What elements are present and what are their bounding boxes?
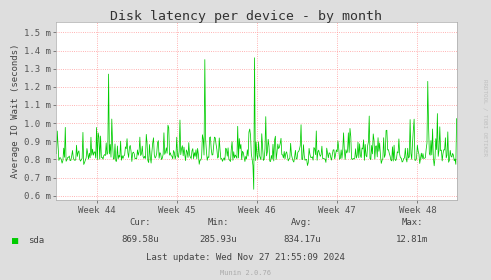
Text: Munin 2.0.76: Munin 2.0.76: [220, 270, 271, 276]
Text: Cur:: Cur:: [129, 218, 151, 227]
Text: RRDTOOL / TOBI OETIKER: RRDTOOL / TOBI OETIKER: [483, 79, 488, 156]
Text: Disk latency per device - by month: Disk latency per device - by month: [109, 10, 382, 23]
Text: 285.93u: 285.93u: [200, 235, 237, 244]
Text: Last update: Wed Nov 27 21:55:09 2024: Last update: Wed Nov 27 21:55:09 2024: [146, 253, 345, 262]
Text: Avg:: Avg:: [291, 218, 313, 227]
Text: ■: ■: [12, 236, 19, 246]
Text: 834.17u: 834.17u: [283, 235, 321, 244]
Text: sda: sda: [28, 236, 45, 245]
Text: 869.58u: 869.58u: [121, 235, 159, 244]
Text: 12.81m: 12.81m: [396, 235, 429, 244]
Text: Max:: Max:: [402, 218, 423, 227]
Y-axis label: Average IO Wait (seconds): Average IO Wait (seconds): [11, 44, 20, 178]
Text: Min:: Min:: [208, 218, 229, 227]
